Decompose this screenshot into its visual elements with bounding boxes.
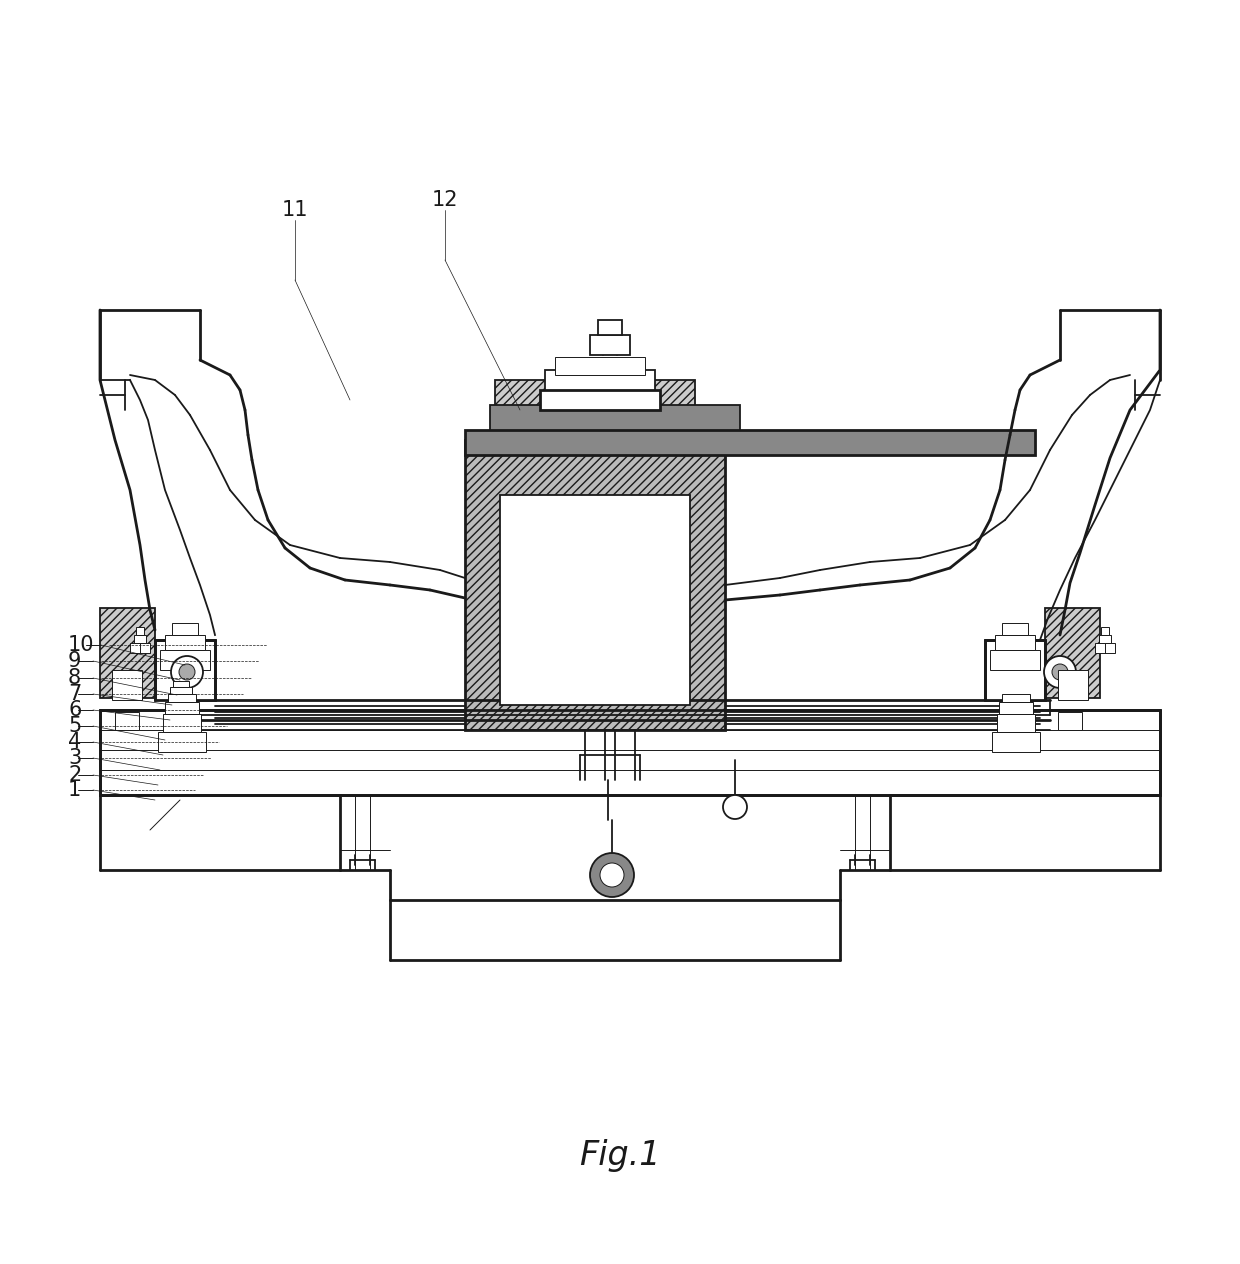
Bar (539, 391, 660, 410)
Bar (598, 320, 622, 335)
Circle shape (179, 664, 195, 680)
Text: 4: 4 (68, 732, 82, 752)
Bar (992, 732, 1040, 752)
Bar (495, 380, 694, 440)
Bar (100, 710, 1159, 795)
Bar (1058, 670, 1087, 700)
Bar (990, 650, 1040, 670)
Circle shape (171, 656, 203, 688)
Bar (1002, 694, 1030, 702)
Text: 10: 10 (68, 635, 94, 655)
Bar (155, 640, 215, 700)
Bar (157, 732, 206, 752)
Bar (160, 650, 210, 670)
Bar (136, 627, 144, 635)
Bar (115, 712, 139, 731)
Bar (167, 694, 196, 702)
Bar (165, 635, 205, 650)
Bar (465, 440, 725, 731)
Bar (556, 356, 645, 375)
Bar (997, 714, 1035, 732)
Text: 8: 8 (68, 667, 81, 688)
Bar (500, 495, 689, 705)
Bar (590, 335, 630, 355)
Bar (174, 681, 188, 688)
Text: 5: 5 (68, 715, 82, 736)
Bar (160, 670, 210, 698)
Bar (162, 714, 201, 732)
Text: Fig.1: Fig.1 (579, 1139, 661, 1172)
Bar (490, 404, 740, 430)
Bar (172, 623, 198, 635)
Bar (134, 635, 146, 643)
Text: 3: 3 (68, 748, 82, 769)
Bar (994, 635, 1035, 650)
Circle shape (590, 853, 634, 897)
Bar (515, 410, 675, 430)
Bar (1101, 627, 1109, 635)
Text: 2: 2 (68, 765, 82, 785)
Circle shape (1044, 656, 1076, 688)
Text: 7: 7 (68, 684, 82, 704)
Bar (100, 608, 155, 698)
Bar (170, 688, 192, 695)
Bar (990, 670, 1040, 698)
Text: 11: 11 (281, 200, 309, 220)
Circle shape (1052, 664, 1068, 680)
Bar (1058, 712, 1083, 731)
Bar (130, 643, 150, 653)
Text: 9: 9 (68, 651, 82, 671)
Bar (165, 702, 198, 714)
Bar (1045, 608, 1100, 698)
Bar (465, 430, 1035, 455)
Circle shape (600, 863, 624, 887)
Bar (985, 640, 1045, 700)
Text: 12: 12 (432, 190, 459, 210)
Bar (1002, 623, 1028, 635)
Text: 6: 6 (68, 700, 82, 720)
Bar (546, 370, 655, 391)
Circle shape (723, 795, 746, 819)
Text: 1: 1 (68, 780, 82, 800)
Bar (1099, 635, 1111, 643)
Bar (1095, 643, 1115, 653)
Bar (112, 670, 143, 700)
Bar (999, 702, 1033, 714)
